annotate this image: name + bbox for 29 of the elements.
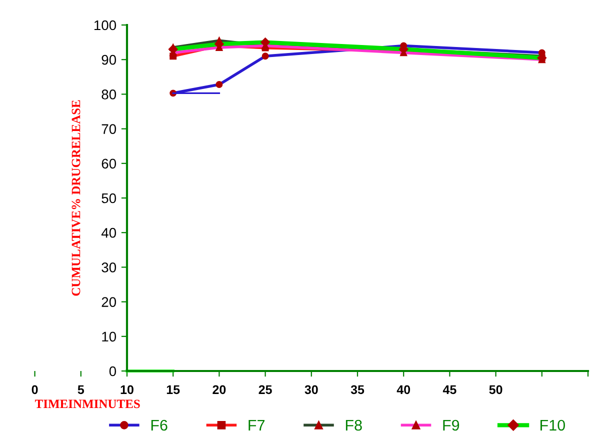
x-tick-label: 25 — [258, 385, 272, 394]
x-axis-title: TIMEINMINUTES — [34, 400, 140, 408]
y-tick-label: 70 — [102, 124, 116, 134]
legend-label: F8 — [346, 420, 362, 431]
x-tick-label: 10 — [120, 385, 134, 394]
y-tick-label: 0 — [109, 366, 116, 376]
y-tick-label: 90 — [102, 54, 116, 65]
x-tick-label: 40 — [396, 385, 410, 394]
legend-label: F6 — [151, 420, 168, 431]
legend-label: F9 — [443, 420, 460, 431]
x-tick-label: 15 — [166, 385, 180, 394]
y-axis-title: CUMULATIVE% DRUGRELEASE — [72, 100, 80, 296]
y-tick-label: 50 — [102, 193, 116, 204]
x-tick-label: 45 — [442, 385, 456, 394]
y-tick-label: 40 — [101, 228, 116, 238]
x-tick-label: 20 — [212, 385, 226, 394]
x-tick-label: 0 — [32, 385, 38, 394]
y-tick-label: 100 — [94, 20, 116, 30]
legend-label: F7 — [248, 420, 264, 431]
legend-label: F10 — [540, 420, 565, 431]
y-tick-label: 30 — [102, 262, 116, 272]
x-tick-label: 50 — [489, 385, 502, 394]
x-tick-label: 35 — [350, 385, 364, 394]
y-tick-label: 20 — [102, 297, 116, 307]
x-tick-label: 30 — [304, 385, 318, 394]
y-tick-label: 10 — [102, 332, 116, 342]
x-tick-label: 5 — [78, 385, 84, 394]
y-tick-label: 60 — [102, 158, 116, 169]
y-tick-label: 80 — [102, 90, 116, 100]
